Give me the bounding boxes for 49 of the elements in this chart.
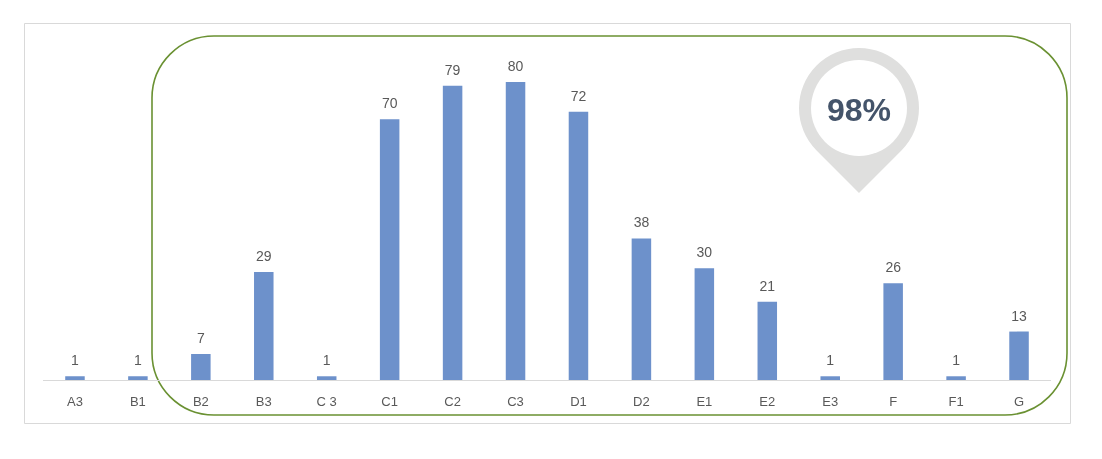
x-tick-label: B1	[129, 394, 146, 410]
x-tick-label: C 3	[316, 394, 337, 410]
x-tick-label: B2	[192, 394, 209, 410]
x-tick-label: C1	[381, 394, 398, 410]
bar	[316, 376, 337, 380]
bar	[883, 283, 903, 380]
bar	[1009, 331, 1029, 380]
data-label: 80	[507, 58, 524, 74]
data-label: 26	[885, 259, 902, 276]
data-label: 38	[633, 214, 650, 231]
bar	[568, 111, 589, 380]
x-tick-label: G	[1013, 394, 1025, 410]
x-tick-label: B3	[255, 394, 272, 410]
x-tick-label: D1	[570, 394, 587, 410]
x-tick-label: A3	[67, 394, 83, 410]
data-label: 1	[134, 352, 143, 369]
data-label: 21	[759, 277, 776, 294]
bar	[757, 301, 778, 380]
annotation: 98%	[826, 91, 892, 128]
x-tick-label: C2	[444, 394, 461, 410]
x-tick-label: E2	[759, 394, 776, 410]
data-label: 1	[826, 352, 835, 369]
bar	[820, 376, 840, 380]
x-tick-label: E3	[822, 394, 839, 410]
bar	[505, 82, 526, 380]
bar	[254, 271, 274, 380]
data-label: 1	[322, 352, 331, 369]
x-tick-label: F	[889, 394, 898, 410]
bar	[631, 238, 652, 380]
bar	[65, 376, 85, 380]
x-tick-label: C3	[507, 394, 524, 410]
bar	[946, 376, 966, 380]
bar	[694, 268, 715, 380]
data-label: 72	[570, 87, 587, 104]
bar	[379, 119, 400, 380]
x-tick-label: E1	[696, 394, 713, 410]
data-label: 70	[381, 95, 398, 112]
data-label: 29	[255, 247, 272, 264]
data-label: 30	[696, 244, 713, 261]
data-label: 1	[71, 352, 80, 369]
data-label: 1	[952, 352, 961, 369]
x-tick-label: F1	[948, 394, 964, 410]
bar	[191, 353, 211, 380]
data-label: 7	[196, 329, 205, 346]
bar	[442, 85, 463, 380]
x-tick-label: D2	[633, 394, 650, 410]
data-label: 13	[1011, 307, 1028, 324]
bar	[128, 376, 148, 380]
data-label: 79	[444, 61, 461, 78]
